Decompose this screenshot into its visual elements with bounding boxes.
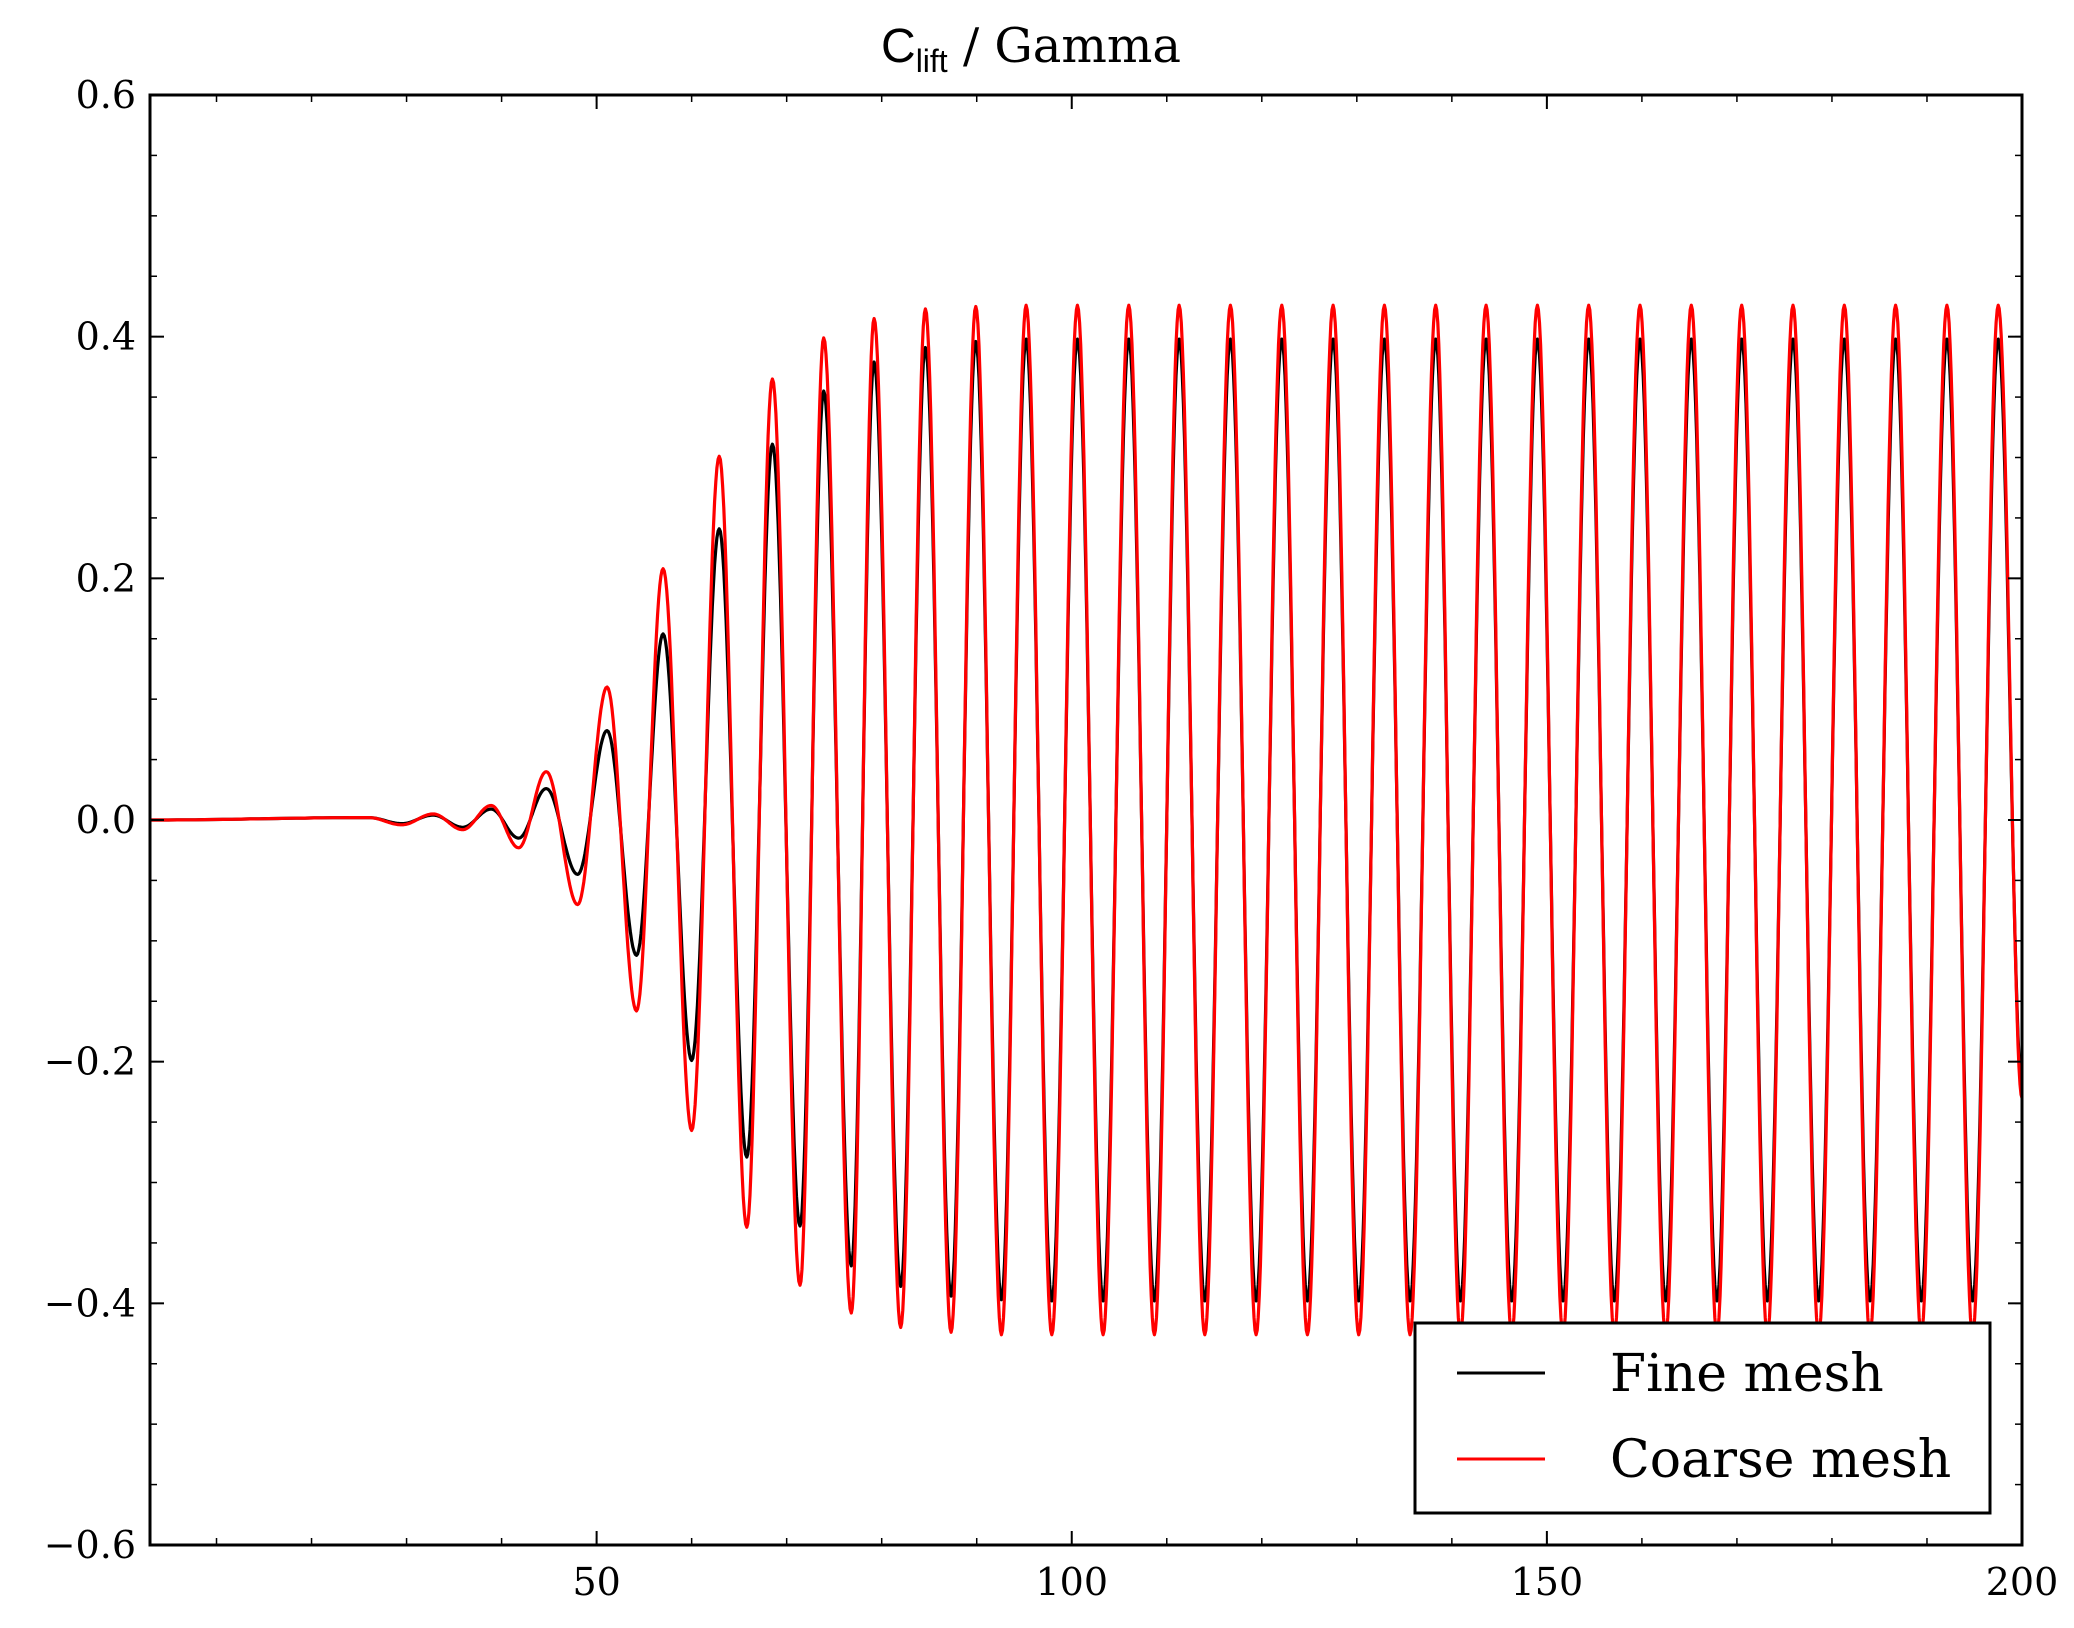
legend-box (1413, 1321, 1992, 1515)
chart-title: Clift / Gamma (881, 18, 1181, 79)
plot-frame (148, 93, 2024, 1547)
series-line-coarse-mesh (150, 303, 2022, 1337)
y-tick-label: 0.0 (76, 798, 136, 842)
y-tick-label: 0.2 (76, 556, 136, 600)
legend-label-coarse-mesh: Coarse mesh (1610, 1430, 1951, 1490)
y-tick-label: 0.6 (76, 73, 136, 117)
x-tick-label: 200 (1986, 1560, 2059, 1604)
y-tick-label: −0.6 (44, 1523, 136, 1567)
chart-title-subscript: lift (916, 43, 948, 79)
tick-labels-layer: −0.6 −0.4 −0.2 0.0 0.2 0.4 0.6 50 100 150 200 (44, 73, 2059, 1604)
chart-title-rest: / Gamma (948, 18, 1181, 74)
x-tick-label: 100 (1035, 1560, 1108, 1604)
series-layer (150, 303, 2022, 1337)
y-tick-label: 0.4 (76, 315, 136, 359)
chart-title-main: C (881, 20, 916, 73)
x-tick-label: 50 (572, 1560, 620, 1604)
y-tick-label: −0.4 (44, 1281, 136, 1325)
legend: Fine mesh Coarse mesh (1413, 1321, 1992, 1515)
y-tick-label: −0.2 (44, 1040, 136, 1084)
legend-label-fine-mesh: Fine mesh (1610, 1344, 1884, 1404)
x-tick-label: 150 (1511, 1560, 1584, 1604)
